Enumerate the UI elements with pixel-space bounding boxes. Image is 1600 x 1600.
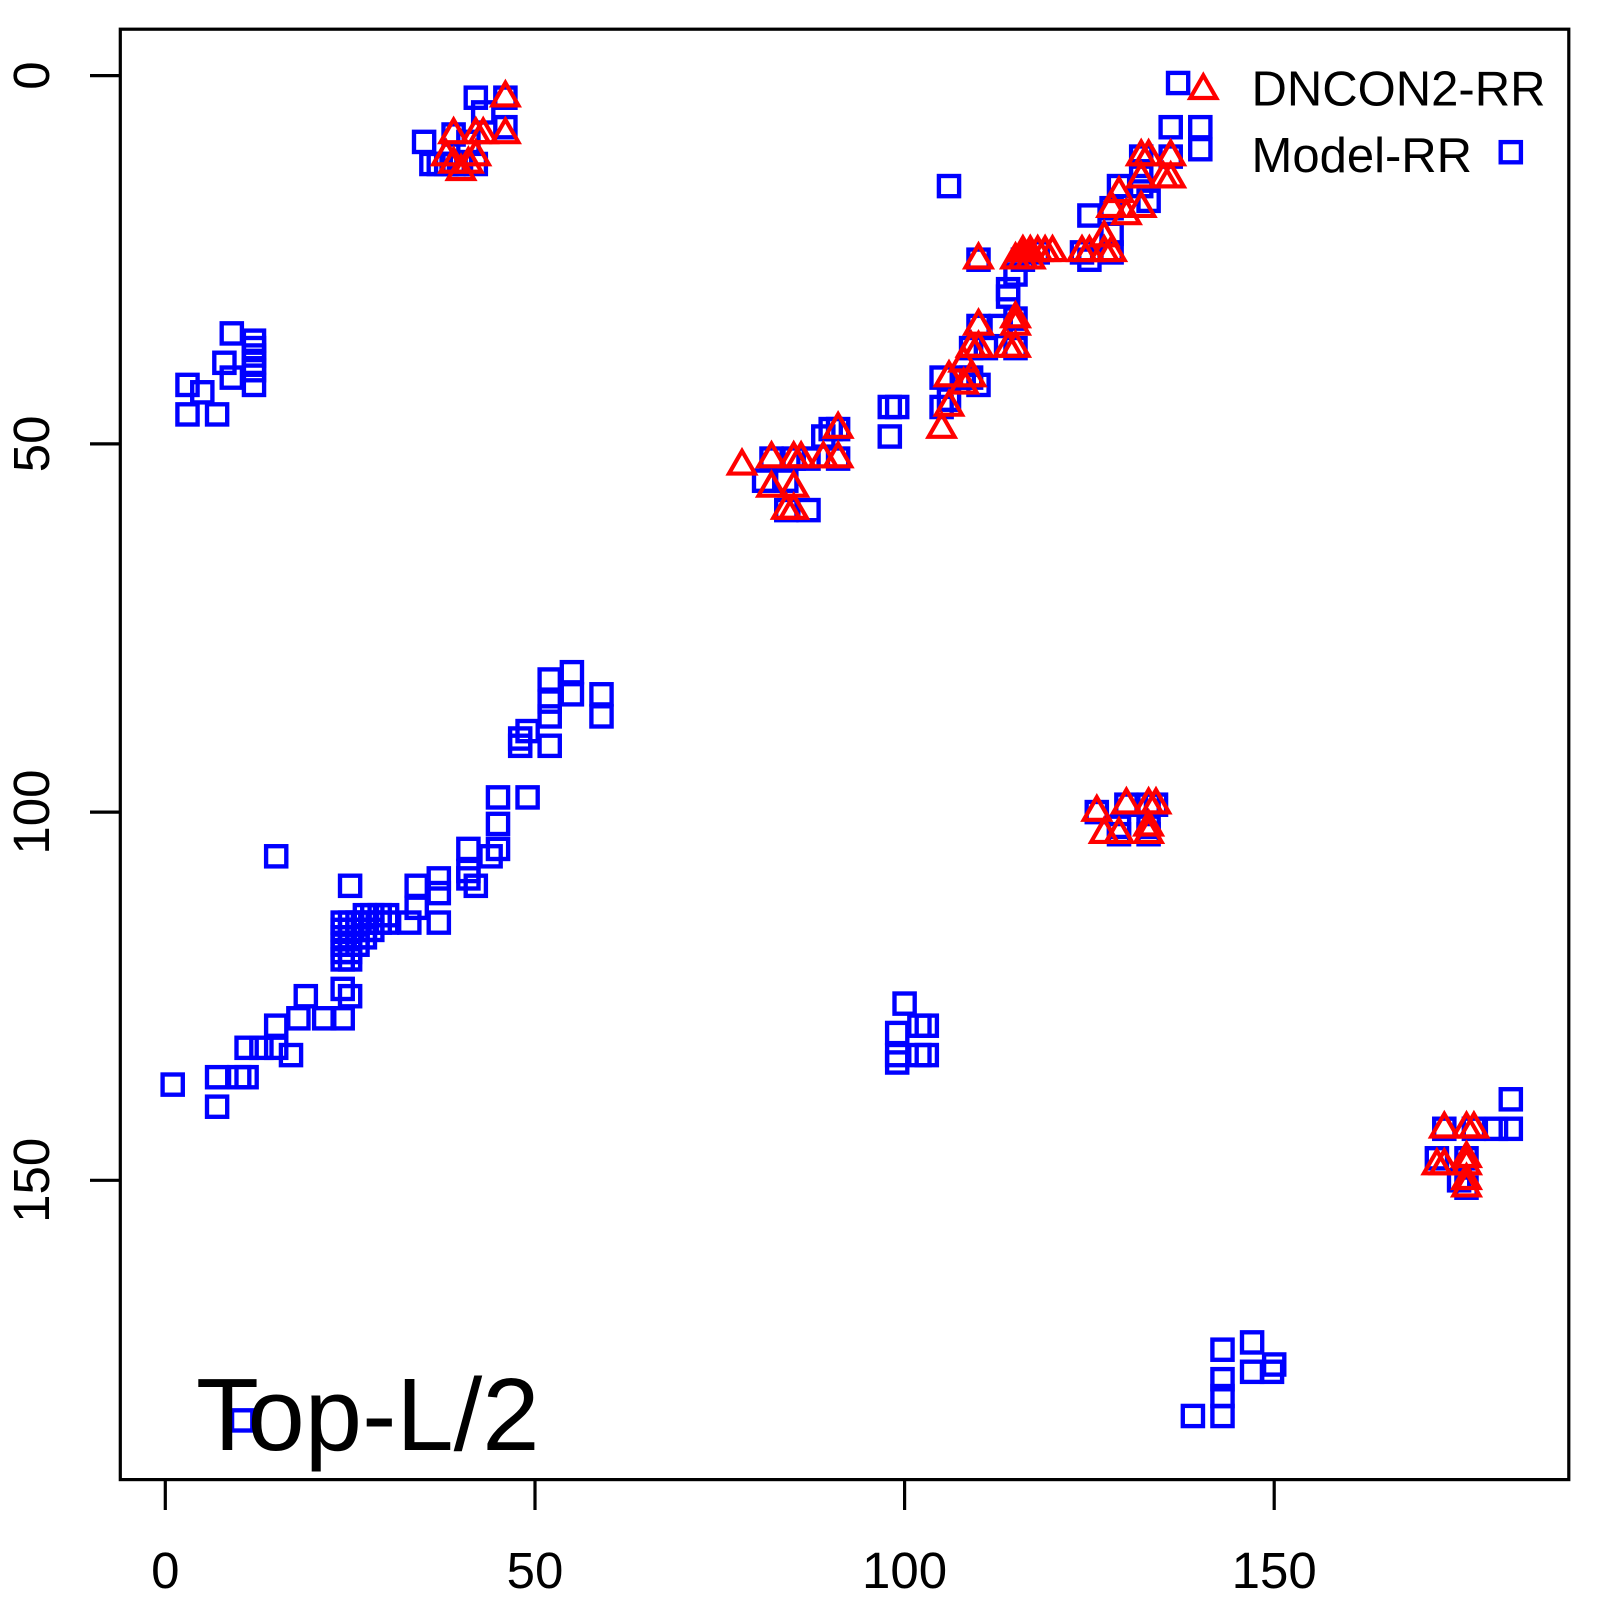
- svg-text:DNCON2-RR: DNCON2-RR: [1252, 63, 1546, 117]
- svg-text:100: 100: [862, 1542, 947, 1599]
- svg-text:0: 0: [151, 1542, 179, 1599]
- svg-text:0: 0: [3, 61, 60, 89]
- svg-text:150: 150: [1232, 1542, 1317, 1599]
- svg-text:Model-RR: Model-RR: [1252, 129, 1473, 183]
- svg-text:100: 100: [3, 770, 60, 855]
- svg-text:50: 50: [3, 416, 60, 473]
- svg-text:150: 150: [3, 1138, 60, 1223]
- svg-text:50: 50: [507, 1542, 564, 1599]
- svg-text:Top-L/2: Top-L/2: [196, 1357, 540, 1472]
